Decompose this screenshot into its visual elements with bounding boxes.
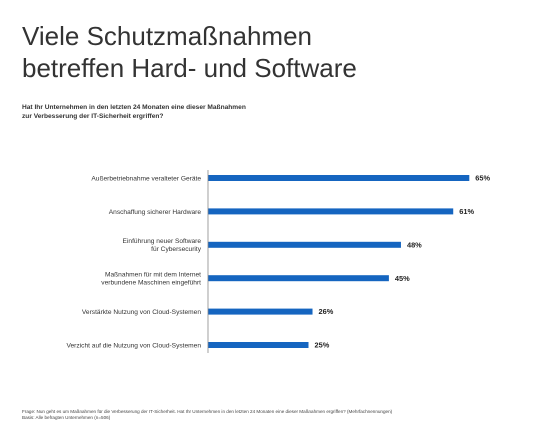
bar (208, 175, 470, 181)
bar (208, 308, 313, 315)
category-label: Anschaffung sicherer Hardware (109, 209, 202, 216)
value-label: 48% (407, 240, 422, 249)
value-label: 61% (459, 207, 474, 216)
footnote-base: Basis: Alle befragten Unternehmen (n=506… (22, 415, 111, 420)
question-line-2: zur Verbesserung der IT-Sicherheit ergri… (22, 113, 164, 120)
category-label: verbundene Maschinen eingeführt (101, 280, 201, 287)
footnote: Frage: Nun geht es um Maßnahmen für die … (22, 409, 542, 421)
category-label: für Cybersecurity (151, 246, 202, 253)
category-label: Verzicht auf die Nutzung von Cloud-Syste… (66, 342, 201, 349)
value-label: 65% (475, 174, 490, 183)
bar (208, 342, 309, 348)
value-label: 45% (395, 274, 410, 283)
value-label: 25% (315, 341, 330, 350)
category-label: Verstärkte Nutzung von Cloud-Systemen (82, 309, 201, 316)
category-label: Außerbetriebnahme veralteter Geräte (91, 175, 201, 182)
bar (208, 208, 454, 215)
category-label: Maßnahmen für mit dem Internet (105, 272, 201, 279)
bar (208, 241, 401, 248)
value-label: 26% (319, 307, 334, 316)
title-line-2: betreffen Hard- und Software (22, 53, 357, 83)
category-label: Einführung neuer Software (123, 238, 202, 245)
footnote-question: Frage: Nun geht es um Maßnahmen für die … (22, 409, 393, 414)
chart-title: Viele Schutzmaßnahmen betreffen Hard- un… (22, 20, 542, 84)
survey-question: Hat Ihr Unternehmen in den letzten 24 Mo… (22, 103, 502, 121)
question-line-1: Hat Ihr Unternehmen in den letzten 24 Mo… (22, 104, 246, 111)
bar (208, 275, 389, 282)
bar-chart: Außerbetriebnahme veralteter Geräte 65% An… (66, 170, 491, 353)
title-line-1: Viele Schutzmaßnahmen (22, 21, 313, 51)
